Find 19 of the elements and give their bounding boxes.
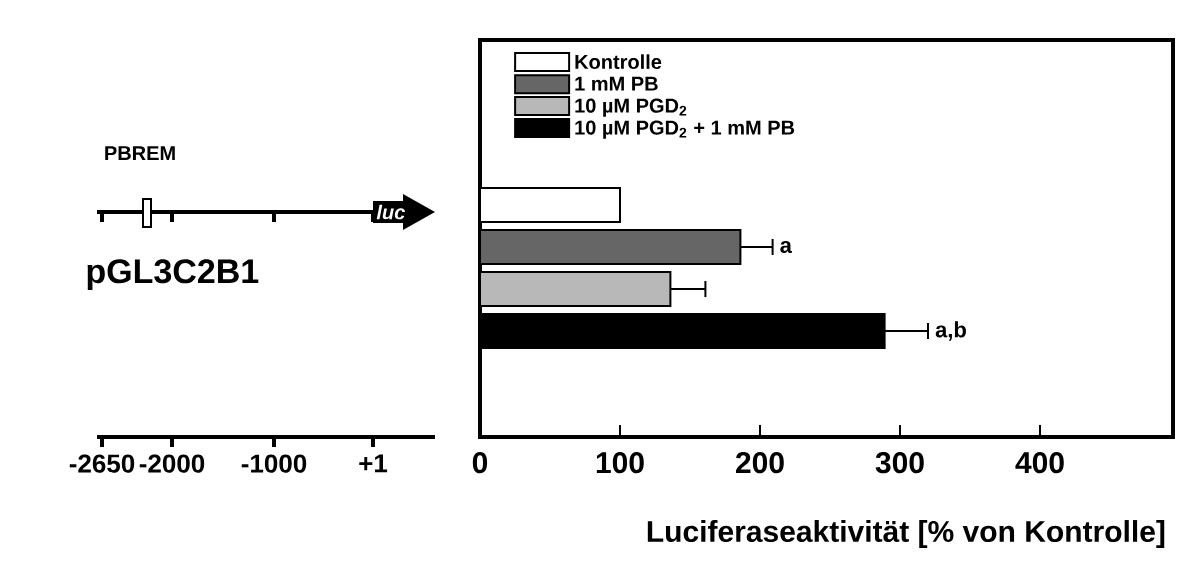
legend-label: Kontrolle	[575, 54, 662, 70]
text: -2000	[139, 454, 205, 473]
x-tick-label: 100	[596, 452, 644, 474]
x-axis-title: Luciferaseaktivität [% von Kontrolle]	[647, 520, 1165, 548]
x-tick-label: 400	[1015, 452, 1064, 474]
legend-label: 1 mM PB	[575, 76, 658, 91]
text: luc	[376, 204, 406, 220]
text: PBREM	[105, 146, 175, 160]
x-tick-label: 300	[875, 452, 924, 474]
legend-label: 10 µM PGD$_{2}$	[575, 98, 687, 117]
text: -2650	[69, 454, 135, 473]
x-tick-label: 200	[736, 452, 784, 474]
text: -1000	[241, 454, 307, 473]
data-label: a,b	[935, 321, 966, 341]
x-tick-label: 0	[472, 452, 488, 474]
text: +1	[359, 454, 388, 473]
legend-label: 10 µM PGD$_{2}$ + 1 mM PB	[575, 120, 795, 139]
text: pGL3C2B1	[87, 259, 259, 291]
data-label: a	[780, 240, 793, 254]
